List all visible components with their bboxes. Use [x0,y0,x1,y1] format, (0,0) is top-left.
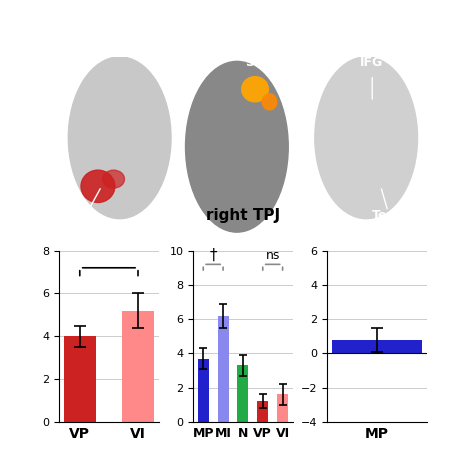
Ellipse shape [81,170,115,202]
Bar [198,358,209,422]
Text: Temporal: Temporal [372,209,437,222]
Ellipse shape [185,61,288,232]
Bar [64,336,96,422]
Text: IFG: IFG [360,56,383,70]
Text: ns: ns [265,249,280,262]
Ellipse shape [242,77,268,102]
Bar [257,401,268,422]
Text: IFG: IFG [81,213,104,226]
Ellipse shape [103,170,125,188]
Bar [237,365,248,422]
Bar [332,340,422,354]
Ellipse shape [315,57,418,219]
Text: SMA: SMA [246,56,276,70]
Bar [218,316,228,422]
Title: right TPJ: right TPJ [206,208,280,223]
Ellipse shape [68,57,171,219]
Text: †: † [210,247,217,262]
Bar [277,394,288,422]
Bar [122,310,154,422]
Ellipse shape [262,94,277,110]
